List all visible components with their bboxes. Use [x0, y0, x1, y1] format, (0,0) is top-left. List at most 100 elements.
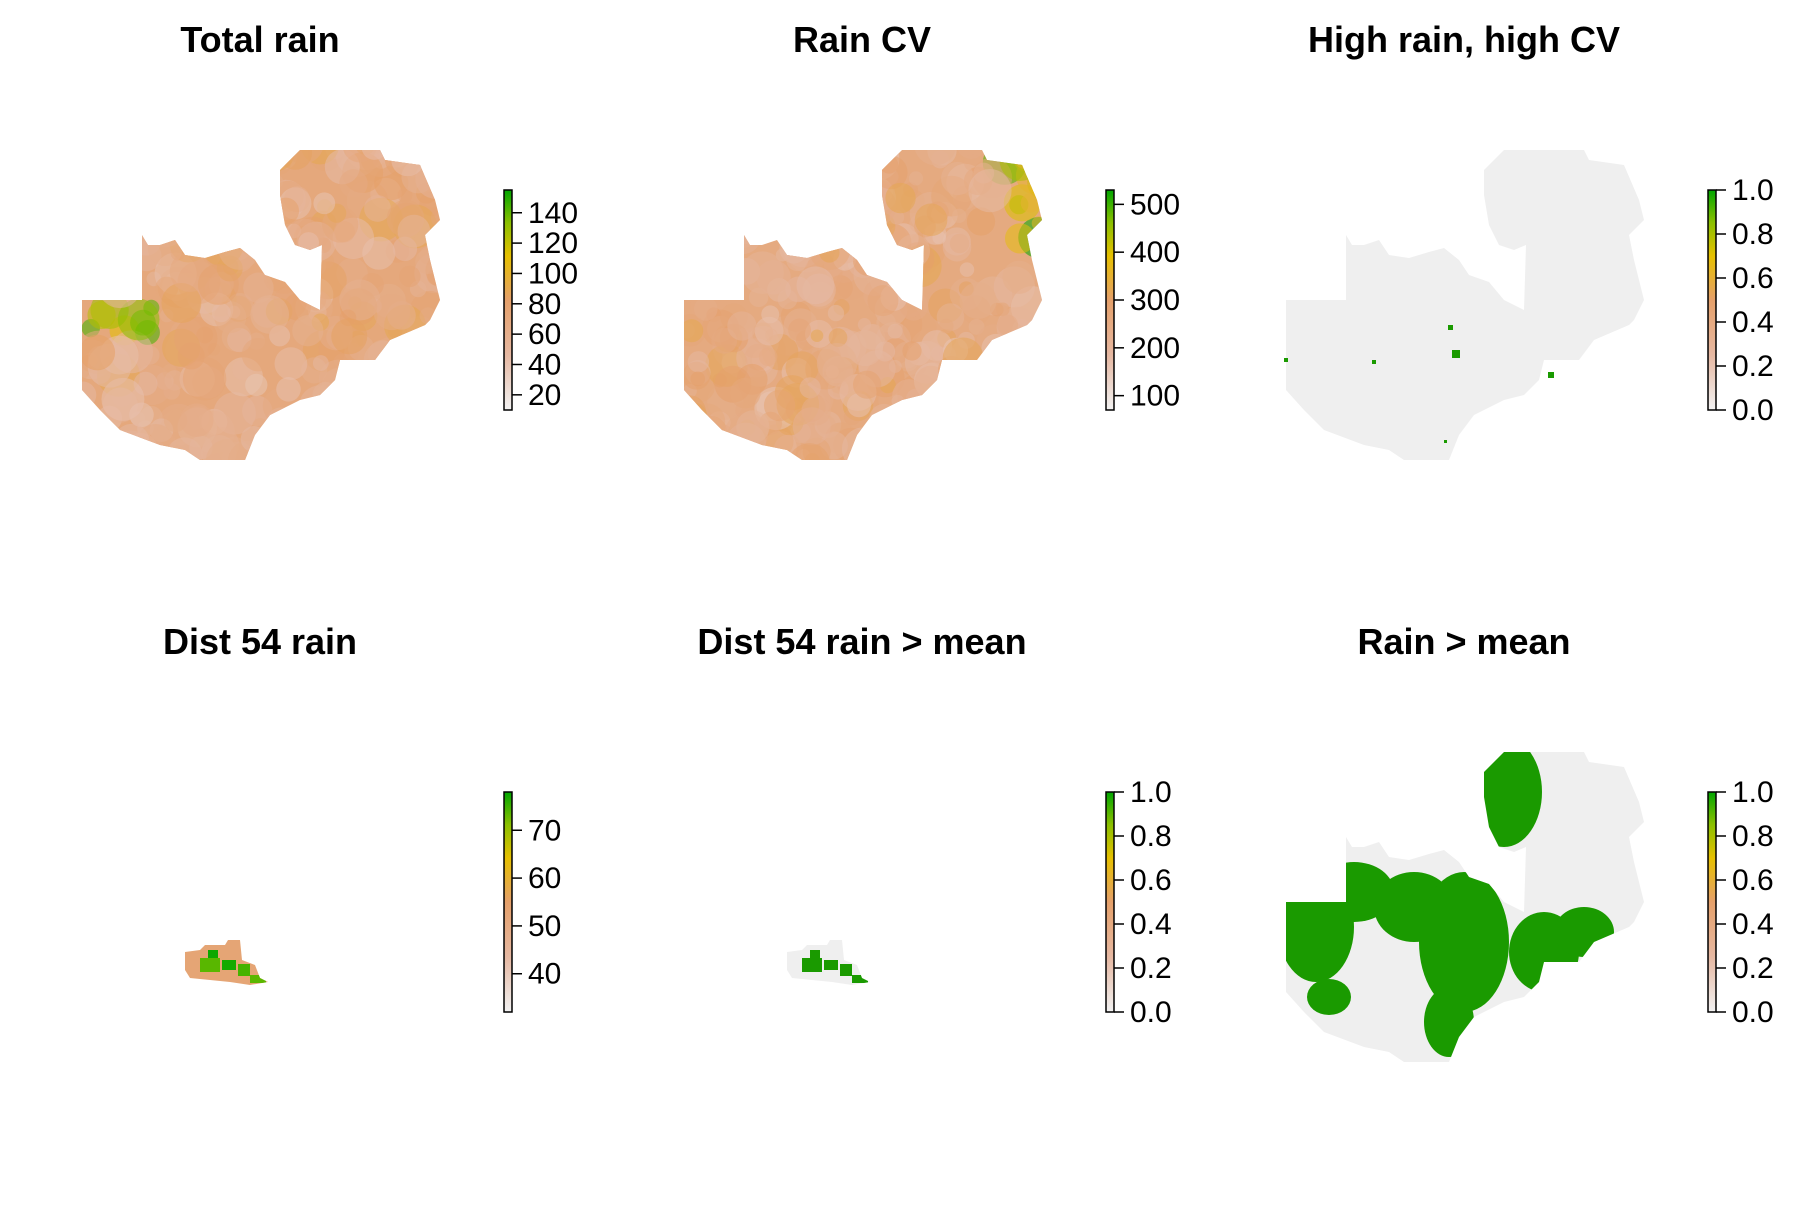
raster-cell — [405, 437, 437, 460]
legend-tick-label: 500 — [1130, 188, 1180, 221]
raster-cell — [223, 174, 257, 208]
raster-cell — [699, 269, 718, 288]
legend-tick-label: 0.8 — [1732, 218, 1774, 251]
raster-cell — [853, 370, 882, 399]
raster-cell — [410, 324, 440, 360]
raster-cell — [399, 265, 421, 288]
raster-cell — [82, 416, 115, 452]
raster-cell — [690, 371, 706, 387]
raster-cell — [257, 437, 301, 460]
raster-cell — [902, 341, 922, 361]
raster-cell — [250, 295, 290, 334]
raster-cell — [82, 381, 97, 409]
raster-cell — [292, 315, 324, 347]
raster-cell — [228, 188, 262, 222]
raster-cell — [246, 198, 281, 233]
raster-cell — [1020, 193, 1040, 213]
map-one-region — [1307, 979, 1351, 1015]
raster-cell — [1018, 384, 1038, 404]
district-cell — [840, 964, 852, 976]
raster-cell — [950, 362, 964, 376]
raster-cell — [429, 420, 440, 434]
raster-cell — [999, 376, 1039, 415]
raster-cell — [373, 293, 411, 331]
raster-cell — [433, 362, 440, 380]
raster-cell — [95, 160, 119, 184]
raster-cell — [245, 373, 268, 397]
raster-cell — [684, 150, 710, 169]
raster-cell — [98, 150, 134, 168]
raster-cell — [161, 283, 202, 323]
raster-cell — [388, 418, 407, 438]
raster-cell — [926, 409, 963, 446]
raster-cell — [927, 390, 964, 426]
raster-cell — [338, 420, 366, 449]
raster-cell — [729, 377, 761, 409]
raster-cell — [907, 259, 921, 273]
raster-cell — [712, 210, 726, 225]
raster-cell — [706, 456, 732, 460]
raster-cell — [1000, 391, 1030, 421]
raster-cell — [724, 217, 762, 255]
raster-cell — [397, 214, 431, 248]
raster-cell — [1013, 402, 1035, 424]
raster-cell — [711, 443, 735, 460]
map-raster — [1284, 150, 1644, 460]
panel-title: Rain CV — [793, 19, 931, 60]
raster-cell — [866, 150, 882, 156]
raster-cell — [433, 423, 440, 450]
raster-cell — [712, 178, 752, 219]
raster-cell — [899, 411, 932, 443]
raster-cell — [896, 234, 930, 268]
raster-cell — [399, 372, 413, 386]
raster-cell — [192, 185, 207, 201]
raster-cell — [962, 411, 980, 428]
raster-cell — [720, 155, 760, 194]
raster-cell — [775, 189, 804, 218]
raster-cell — [956, 150, 986, 160]
raster-cell — [96, 161, 111, 176]
raster-cell — [742, 150, 773, 164]
map-one-cell — [1548, 372, 1554, 378]
raster-cell — [433, 175, 440, 203]
raster-cell — [101, 194, 145, 237]
district-raster — [787, 940, 870, 985]
raster-cell — [84, 157, 125, 198]
map-one-region — [1286, 872, 1354, 982]
raster-cell — [942, 232, 972, 262]
raster-cell — [202, 159, 236, 193]
raster-cell — [696, 448, 721, 460]
raster-cell — [82, 365, 90, 379]
raster-cell — [340, 451, 371, 460]
raster-cell — [120, 169, 147, 196]
raster-cell — [103, 150, 139, 177]
raster-cell — [907, 413, 947, 453]
panel-title: Rain > mean — [1357, 621, 1570, 662]
raster-cell — [215, 226, 240, 250]
raster-cell — [867, 285, 899, 317]
raster-cell — [276, 377, 301, 402]
raster-cell — [156, 452, 187, 460]
raster-cell — [700, 215, 723, 238]
legend-tick-label: 0.4 — [1732, 306, 1774, 339]
raster-cell — [351, 417, 382, 448]
raster-cell — [196, 175, 209, 188]
map-one-region — [1424, 987, 1474, 1057]
raster-cell — [82, 150, 114, 180]
raster-cell — [312, 355, 329, 371]
raster-cell — [352, 363, 395, 405]
raster-cell — [730, 150, 766, 161]
raster-cell — [761, 305, 780, 324]
raster-cell — [116, 150, 159, 190]
raster-cell — [166, 437, 203, 460]
raster-cell — [378, 391, 406, 419]
raster-cell — [799, 377, 821, 399]
raster-cell — [689, 434, 724, 460]
raster-cell — [101, 377, 145, 421]
raster-cell — [274, 347, 308, 381]
raster-cell — [405, 445, 434, 460]
map-one-cell — [1452, 350, 1460, 358]
raster-cell — [181, 193, 197, 209]
raster-cell — [997, 314, 1018, 336]
